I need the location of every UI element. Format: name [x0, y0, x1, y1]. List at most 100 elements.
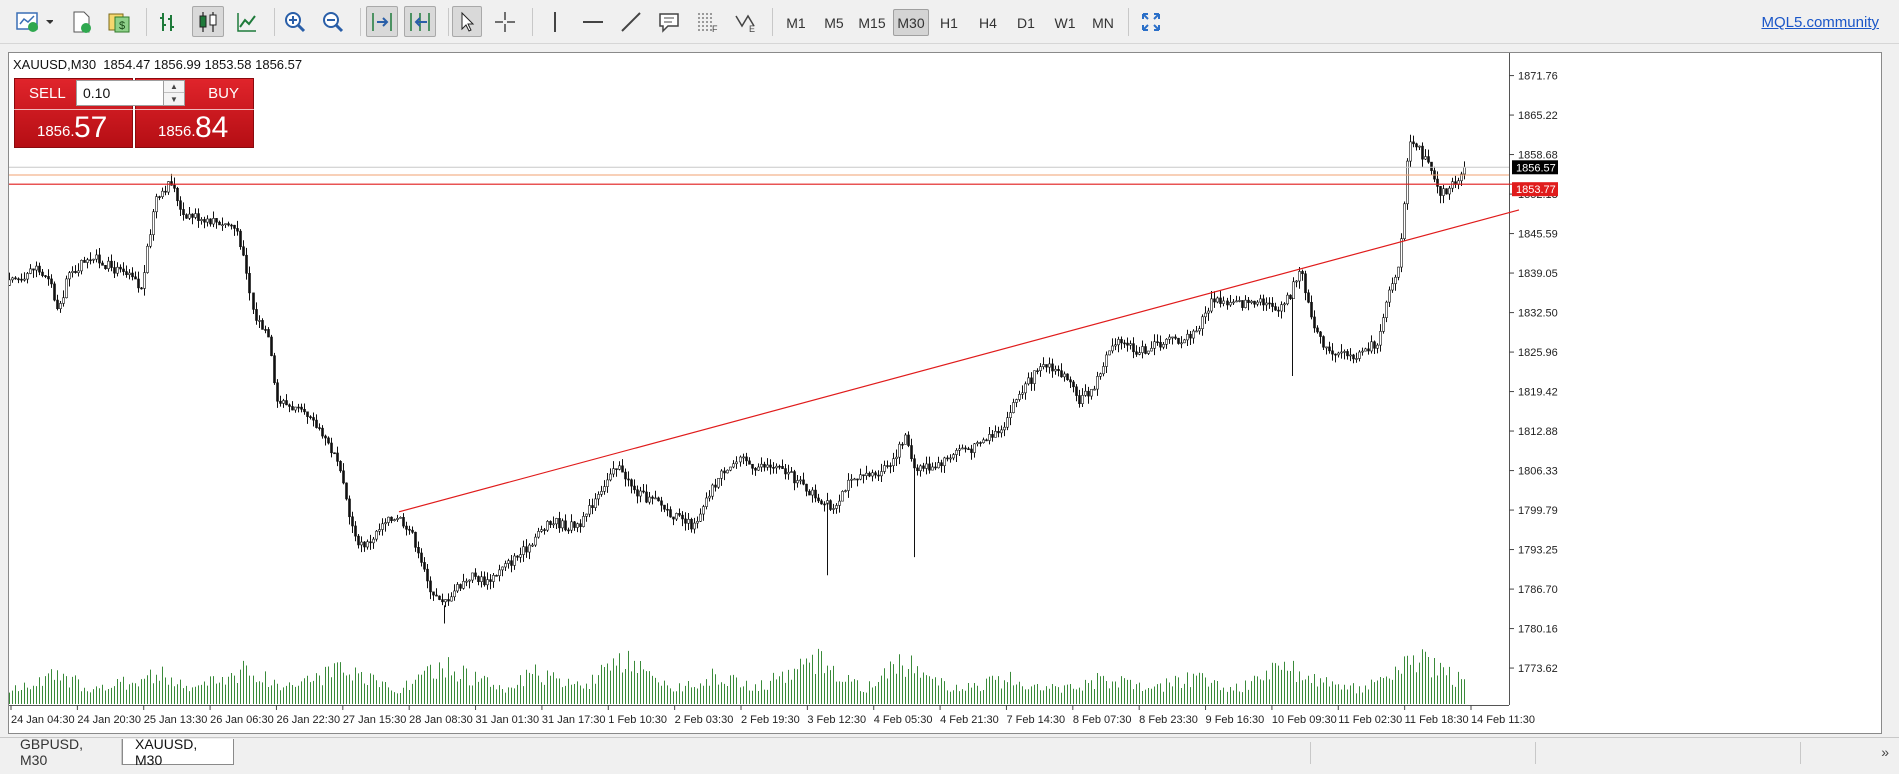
candle-body	[1391, 283, 1394, 291]
elliott-wave-icon: E	[735, 14, 755, 34]
timeframe-m30[interactable]: M30	[893, 9, 929, 36]
bar-chart-button[interactable]	[154, 6, 184, 37]
candle-body	[1364, 348, 1367, 352]
new-chart-button[interactable]	[10, 6, 56, 37]
crosshair-button[interactable]	[490, 6, 520, 37]
candle-body	[1183, 339, 1186, 344]
fullscreen-button[interactable]	[1136, 6, 1166, 37]
candle-body	[699, 513, 702, 522]
candle-body	[1177, 337, 1180, 344]
candle-body	[1412, 141, 1415, 145]
candle-body	[113, 267, 116, 274]
candle-body	[543, 529, 546, 531]
candle-body	[949, 457, 952, 460]
candle-body	[1018, 394, 1021, 400]
market-watch-button[interactable]: $	[104, 6, 134, 37]
timeframe-w1[interactable]: W1	[1054, 14, 1076, 31]
fibonacci-button[interactable]: F	[692, 6, 722, 37]
one-click-trading-panel: SELL 1856. 57 BUY 1856. 84 ▲ ▼	[14, 78, 255, 148]
candle-body	[775, 465, 778, 469]
candle-body	[1235, 300, 1238, 303]
candle-body	[420, 552, 423, 563]
candle-body	[504, 563, 507, 568]
candle-body	[47, 276, 50, 280]
candle-body	[757, 466, 760, 471]
candle-body	[519, 554, 522, 558]
candle-body	[597, 494, 600, 500]
candle-body	[1403, 203, 1406, 239]
candle-body	[128, 272, 131, 275]
tab-xauusd-m30[interactable]: XAUUSD, M30	[122, 736, 234, 768]
candle-body	[339, 461, 342, 472]
auto-scroll-button[interactable]	[366, 6, 398, 37]
candle-body	[1015, 399, 1018, 403]
candle-body	[288, 404, 291, 407]
candle-body	[1277, 309, 1280, 312]
candle-body	[871, 472, 874, 477]
timeframe-d1[interactable]: D1	[1017, 14, 1035, 31]
timeframe-h4[interactable]: H4	[979, 14, 997, 31]
candle-body	[372, 538, 375, 544]
zoom-in-button[interactable]	[280, 6, 310, 37]
candle-body	[1307, 292, 1310, 303]
candle-body	[639, 490, 642, 497]
lot-stepper[interactable]: ▲ ▼	[163, 80, 185, 106]
candle-body	[573, 521, 576, 528]
candlestick-chart-button[interactable]	[192, 6, 224, 37]
x-tick-label: 7 Feb 14:30	[1006, 714, 1065, 726]
candle-body	[1352, 354, 1355, 360]
chart-window[interactable]: 1871.761865.221858.681852.131845.591839.…	[8, 52, 1882, 734]
trendline-button[interactable]	[616, 6, 646, 37]
candle-body	[976, 442, 979, 445]
lot-volume-input[interactable]	[76, 80, 166, 106]
candle-body	[1045, 364, 1048, 368]
candle-body	[898, 443, 901, 458]
zoom-out-button[interactable]	[318, 6, 348, 37]
candle-body	[1367, 348, 1370, 352]
candle-body	[474, 572, 477, 577]
candle-body	[315, 419, 318, 428]
candle-body	[1397, 266, 1400, 278]
text-button[interactable]	[654, 6, 684, 37]
candle-body	[1331, 350, 1334, 355]
candle-body	[59, 303, 62, 309]
timeframe-m5[interactable]: M5	[824, 14, 844, 31]
timeframe-h1[interactable]: H1	[940, 14, 958, 31]
candle-body	[1108, 350, 1111, 356]
x-tick-label: 31 Jan 17:30	[542, 714, 606, 726]
candle-body	[1400, 238, 1403, 268]
tabs-scroll-icon[interactable]: »	[1881, 744, 1889, 760]
line-chart-button[interactable]	[232, 6, 262, 37]
fullscreen-icon	[1142, 12, 1160, 31]
timeframe-m1[interactable]: M1	[786, 14, 806, 31]
candle-body	[369, 541, 372, 544]
money-icon: $	[108, 13, 130, 32]
cursor-button[interactable]	[452, 6, 482, 37]
vertical-line-button[interactable]	[540, 6, 570, 37]
lot-up-icon[interactable]: ▲	[164, 81, 184, 93]
x-tick-label: 27 Jan 15:30	[343, 714, 407, 726]
y-tick-label: 1812.88	[1518, 426, 1558, 438]
candle-body	[1081, 395, 1084, 404]
chart-canvas[interactable]: 1871.761865.221858.681852.131845.591839.…	[9, 53, 1881, 733]
candle-body	[1337, 352, 1340, 356]
candle-body	[1427, 156, 1430, 163]
candle-body	[865, 472, 868, 476]
new-document-button[interactable]	[66, 6, 96, 37]
lot-down-icon[interactable]: ▼	[170, 94, 178, 104]
candle-body	[952, 454, 955, 459]
mql5-community-link[interactable]: MQL5.community	[1761, 14, 1879, 31]
candle-body	[726, 469, 729, 474]
y-tick-label: 1871.76	[1518, 71, 1558, 83]
elliott-button[interactable]: E	[730, 6, 760, 37]
timeframe-mn[interactable]: MN	[1092, 14, 1114, 31]
timeframe-m15[interactable]: M15	[858, 14, 886, 31]
tab-gbpusd-m30[interactable]: GBPUSD, M30	[8, 736, 122, 768]
candle-body	[754, 467, 757, 471]
candle-body	[1283, 303, 1286, 306]
candle-body	[997, 431, 1000, 434]
candle-body	[1120, 339, 1123, 344]
chart-shift-button[interactable]	[404, 6, 436, 37]
candle-body	[1135, 351, 1138, 355]
horizontal-line-button[interactable]	[578, 6, 608, 37]
